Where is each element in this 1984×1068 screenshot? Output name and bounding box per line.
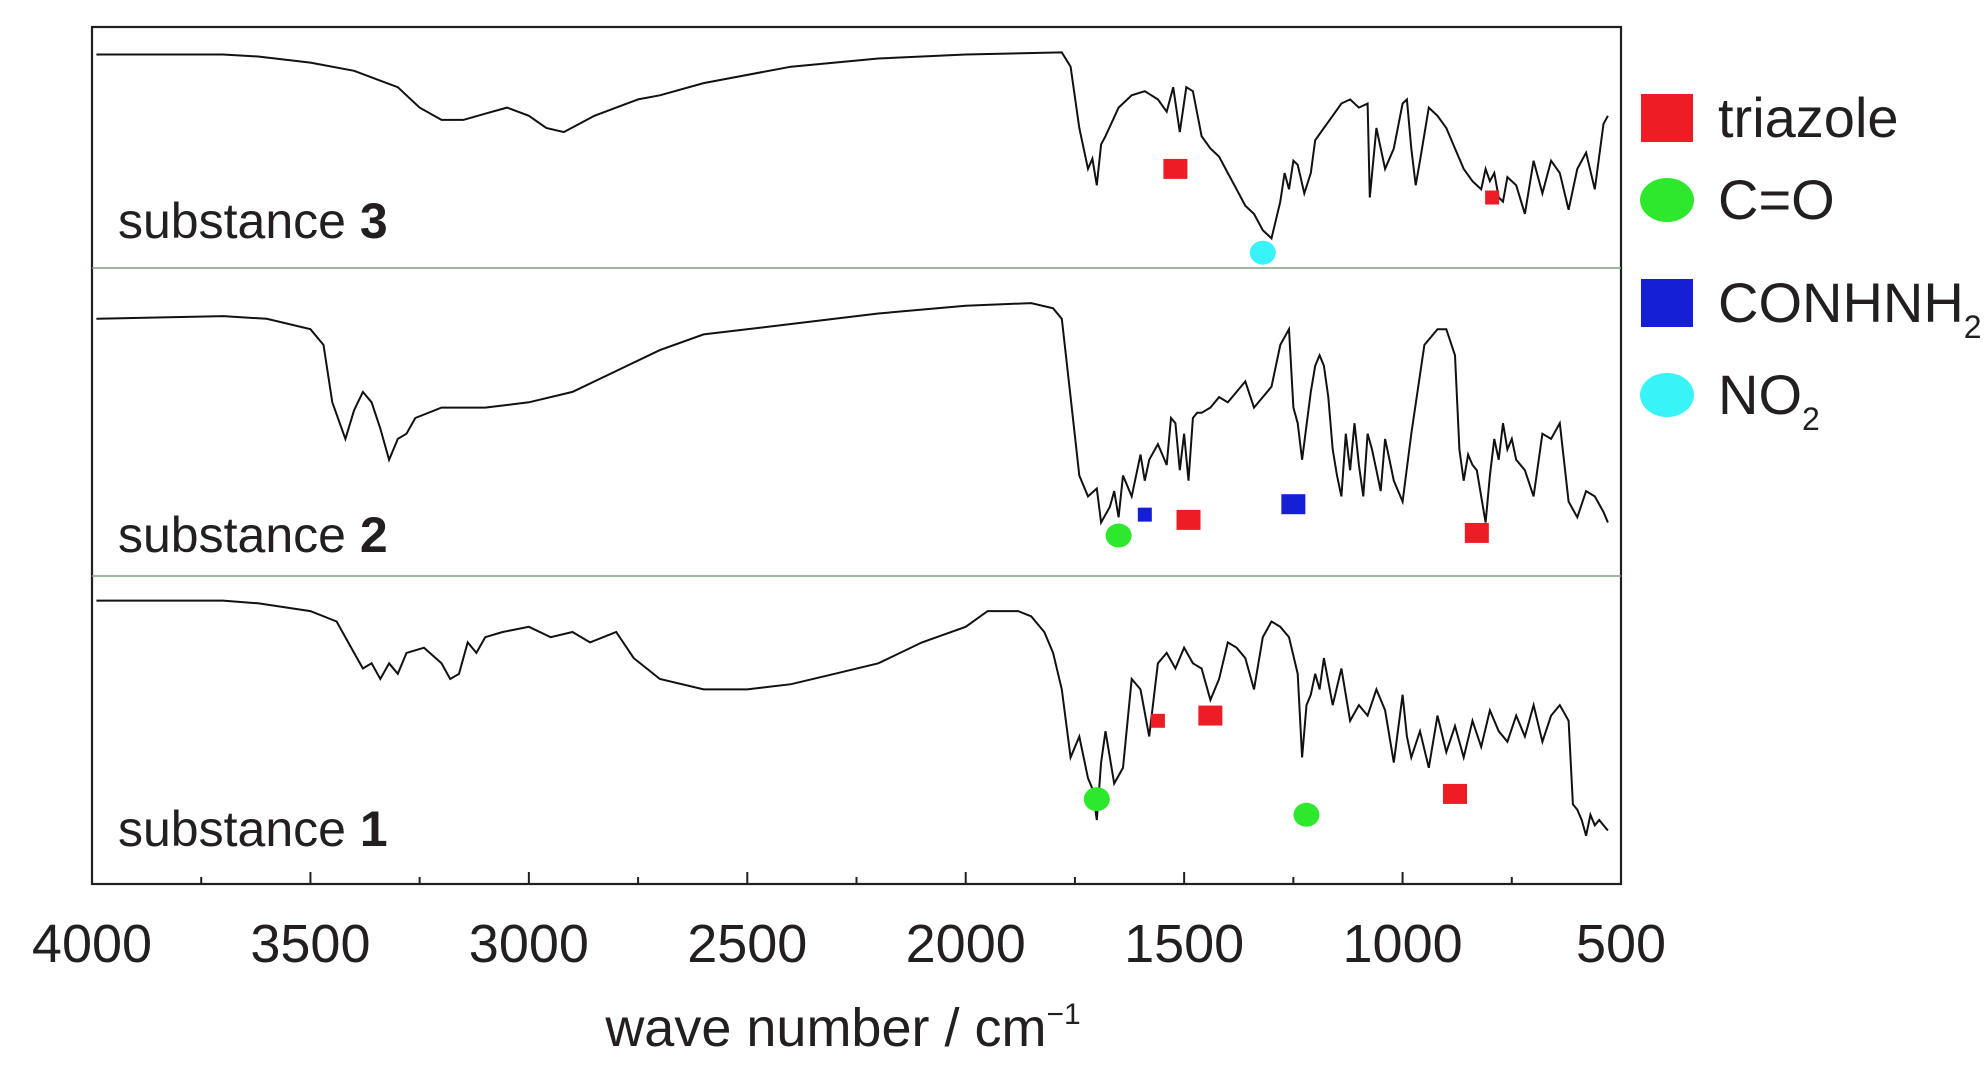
legend-marker-circle (1640, 178, 1694, 222)
x-tick-label: 2500 (687, 914, 807, 974)
x-tick-label: 1000 (1343, 914, 1463, 974)
peak-marker-square (1176, 509, 1201, 530)
x-tick-label: 3000 (469, 914, 589, 974)
peak-marker-square (1163, 158, 1188, 179)
peak-marker-square (1281, 494, 1306, 515)
peak-marker-circle (1249, 240, 1276, 265)
panel-label-substance-3: substance 3 (118, 193, 388, 249)
x-tick-label: 3500 (250, 914, 370, 974)
peak-marker-square (1137, 507, 1152, 522)
peak-marker-square (1442, 783, 1467, 804)
spectrum-line-substance-2 (96, 302, 1609, 526)
legend-label: CONHNH2 (1718, 271, 1982, 345)
panel-label-substance-1: substance 1 (118, 801, 388, 857)
spectrum-line-substance-3 (96, 51, 1609, 241)
peak-marker-circle (1293, 802, 1320, 827)
panel-label-substance-2: substance 2 (118, 507, 388, 563)
legend-marker-circle (1640, 373, 1694, 417)
spectrum-line-substance-1 (96, 599, 1609, 836)
x-tick-label: 500 (1576, 914, 1666, 974)
peak-marker-circle (1105, 523, 1132, 548)
x-axis-label: wave number / cm−1 (604, 998, 1080, 1058)
legend-label: NO2 (1718, 363, 1820, 437)
peak-marker-circle (1083, 787, 1110, 812)
x-tick-label: 2000 (906, 914, 1026, 974)
peak-marker-square (1150, 713, 1165, 728)
x-tick-label: 1500 (1124, 914, 1244, 974)
legend-label: triazole (1718, 86, 1899, 149)
legend-marker-square (1641, 279, 1693, 327)
peak-marker-square (1464, 522, 1489, 543)
x-tick-label: 4000 (32, 914, 152, 974)
peak-marker-square (1198, 705, 1223, 726)
peak-marker-square (1485, 190, 1500, 205)
legend-marker-square (1641, 94, 1693, 142)
legend-label: C=O (1718, 168, 1835, 231)
